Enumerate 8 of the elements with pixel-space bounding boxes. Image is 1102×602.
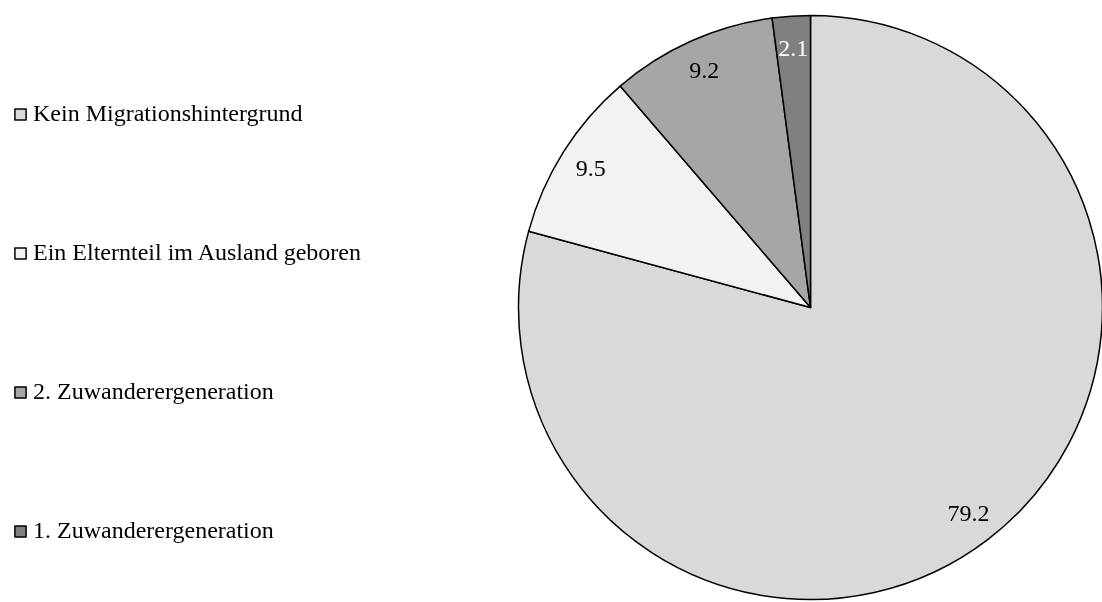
data-label: 9.2 <box>689 56 720 83</box>
legend-label: 1. Zuwanderergeneration <box>33 517 274 544</box>
data-label: 79.2 <box>947 500 990 527</box>
data-label: 2.1 <box>778 34 809 61</box>
data-label: 9.5 <box>575 155 606 182</box>
legend-label: Ein Elternteil im Ausland geboren <box>33 239 361 266</box>
legend-label: 2. Zuwanderergeneration <box>33 378 274 405</box>
legend-label: Kein Migrationshintergrund <box>33 100 303 127</box>
